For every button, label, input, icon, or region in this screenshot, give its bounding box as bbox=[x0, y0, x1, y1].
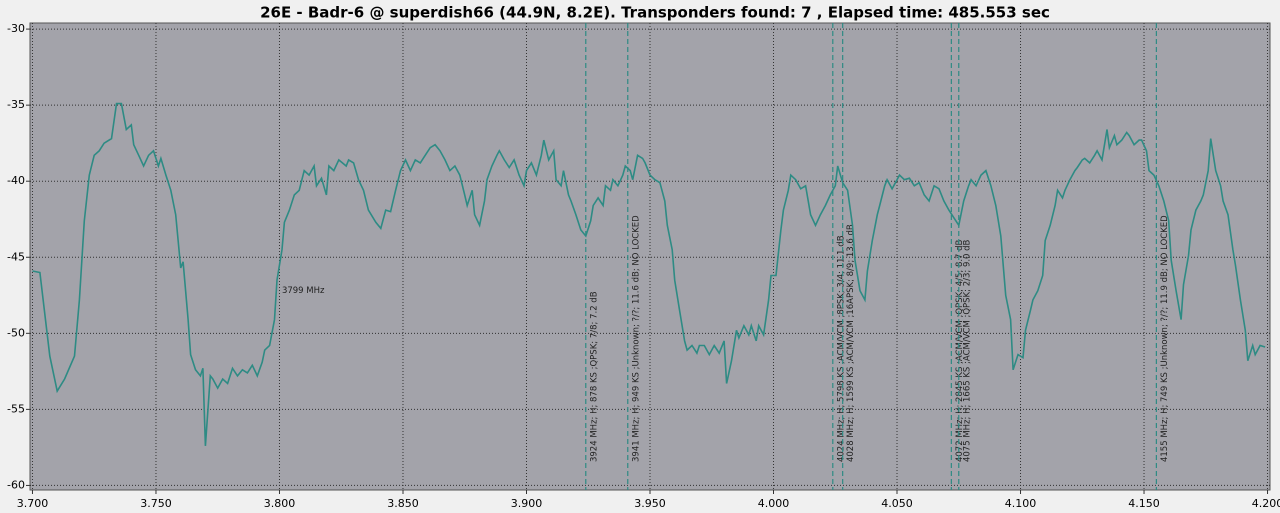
transponder-label: 4028 MHz; H; 1599 KS ;ACM/VCM ;16APSK; 8… bbox=[846, 224, 856, 462]
x-tick-label: 3.700 bbox=[17, 497, 49, 510]
spectrum-line bbox=[32, 102, 1266, 446]
y-tick-label: -60 bbox=[7, 478, 25, 491]
annotation: 3799 MHz bbox=[282, 286, 325, 296]
x-tick-label: 3.750 bbox=[140, 497, 172, 510]
transponder-label: 4024 MHz; H; 5798 KS ;ACM/VCM ;8PSK; 3/4… bbox=[836, 235, 846, 462]
x-tick-label: 3.950 bbox=[634, 497, 666, 510]
transponder-label: 3941 MHz; H; 949 KS ;Unknown; ?/?; 11.6 … bbox=[631, 215, 641, 462]
x-tick-label: 3.800 bbox=[264, 497, 296, 510]
x-tick-label: 4.150 bbox=[1128, 497, 1160, 510]
y-tick-label: -35 bbox=[7, 98, 25, 111]
transponder-label: 3924 MHz; H; 878 KS ;QPSK; 7/8; 7.2 dB bbox=[589, 291, 599, 462]
transponder-label: 4075 MHz; H; 1665 KS ;ACM/VCM ;QPSK; 2/3… bbox=[962, 239, 972, 462]
chart-title: 26E - Badr-6 @ superdish66 (44.9N, 8.2E)… bbox=[260, 4, 1050, 22]
plot-area bbox=[29, 22, 1271, 491]
x-tick-label: 3.900 bbox=[511, 497, 543, 510]
y-tick-label: -45 bbox=[7, 250, 25, 263]
y-tick-label: -50 bbox=[7, 326, 25, 339]
y-tick-label: -30 bbox=[7, 22, 25, 35]
y-tick-label: -40 bbox=[7, 174, 25, 187]
x-tick-label: 4.050 bbox=[881, 497, 913, 510]
x-tick-label: 4.000 bbox=[758, 497, 790, 510]
x-tick-label: 3.850 bbox=[387, 497, 419, 510]
transponder-label: 4155 MHz; H; 749 KS ;Unknown; ?/?; 11.9 … bbox=[1160, 215, 1170, 462]
y-tick-label: -55 bbox=[7, 402, 25, 415]
transponder-label: 4072 MHz; H; 2845 KS ;ACM/VCM ;QPSK; 4/5… bbox=[955, 239, 965, 462]
x-tick-label: 4.100 bbox=[1005, 497, 1037, 510]
x-tick-label: 4.200 bbox=[1252, 497, 1280, 510]
